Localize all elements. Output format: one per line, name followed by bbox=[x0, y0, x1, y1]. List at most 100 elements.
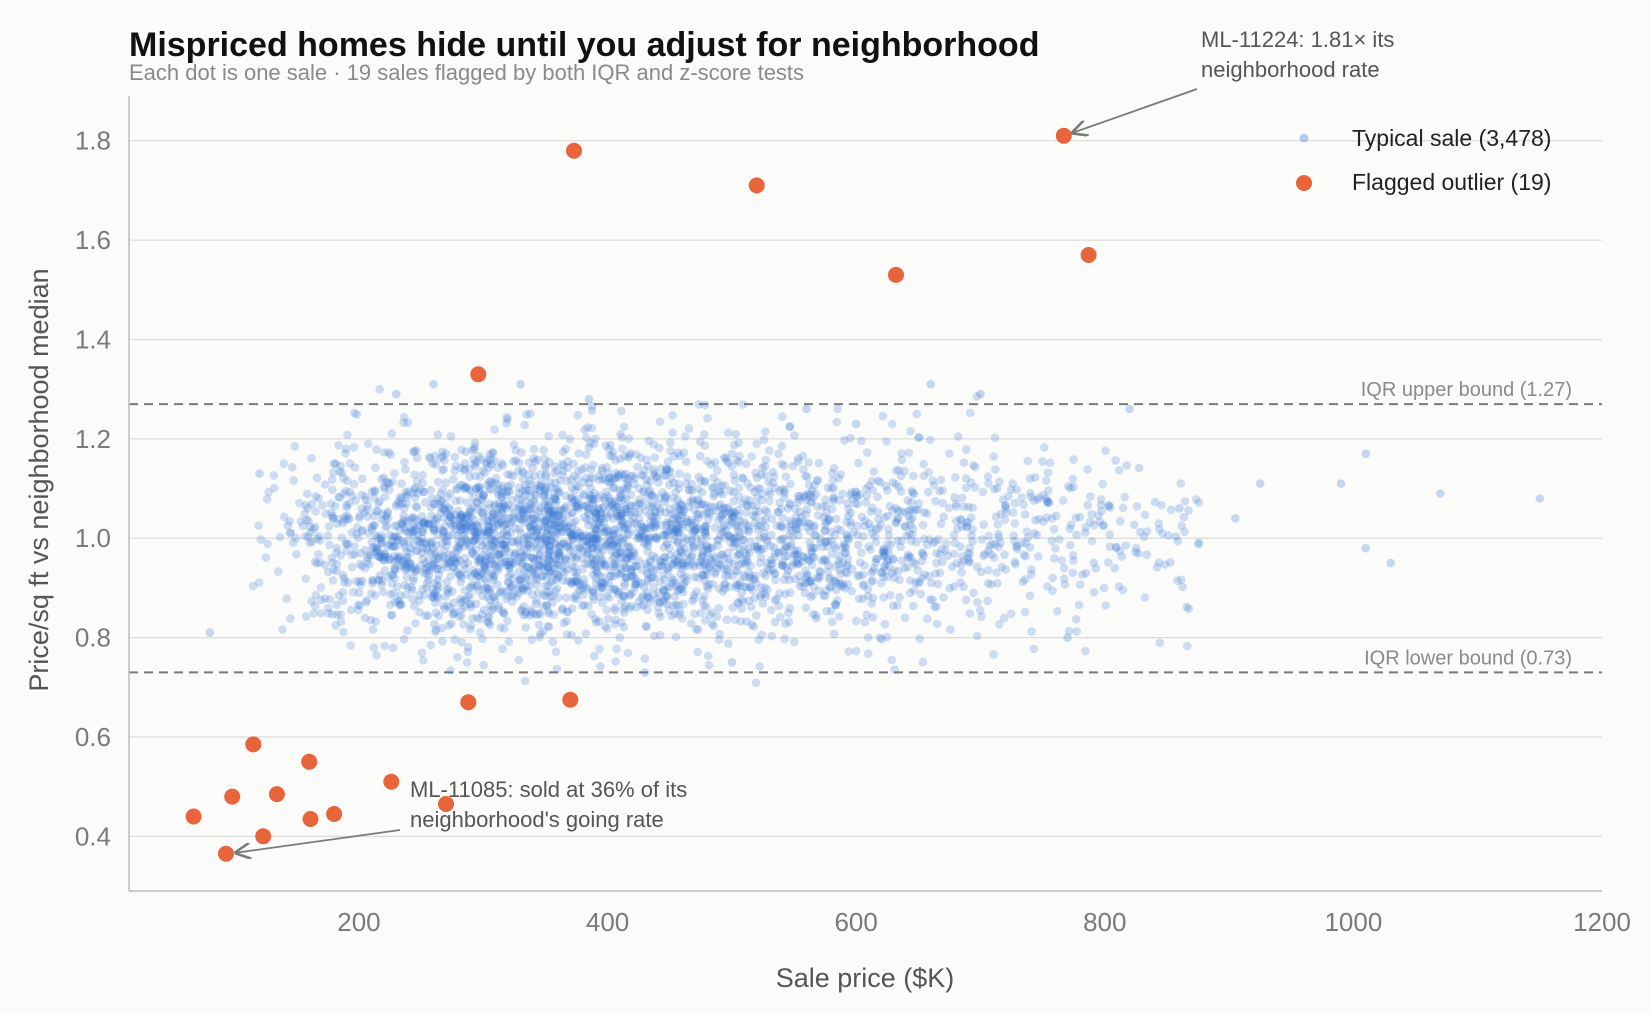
typical-sale-point bbox=[1038, 457, 1047, 466]
typical-sale-point bbox=[562, 616, 571, 626]
typical-sale-point bbox=[307, 499, 317, 509]
typical-sale-point bbox=[667, 611, 677, 621]
typical-sale-point bbox=[585, 516, 595, 526]
typical-sale-point bbox=[493, 580, 502, 589]
typical-sale-point bbox=[320, 594, 330, 603]
typical-sale-point bbox=[761, 592, 771, 601]
typical-sale-point bbox=[609, 530, 618, 539]
typical-sale-point bbox=[617, 511, 626, 520]
typical-sale-point bbox=[716, 500, 725, 509]
typical-sale-point bbox=[804, 458, 813, 467]
typical-sale-point bbox=[643, 546, 652, 556]
typical-sale-point bbox=[433, 530, 443, 539]
typical-sale-point bbox=[682, 517, 692, 527]
typical-sale-point bbox=[648, 551, 658, 560]
typical-sale-point bbox=[383, 509, 392, 518]
typical-sale-point bbox=[746, 537, 755, 547]
typical-sale-point bbox=[757, 630, 767, 640]
typical-sale-point bbox=[435, 552, 444, 562]
typical-sale-point bbox=[431, 558, 441, 567]
typical-sale-point bbox=[603, 539, 613, 549]
typical-sale-point bbox=[567, 561, 577, 571]
typical-sale-point bbox=[554, 593, 563, 602]
typical-sale-point bbox=[934, 535, 943, 544]
typical-sale-point bbox=[677, 614, 687, 623]
typical-sale-point bbox=[857, 548, 866, 558]
typical-sale-point bbox=[733, 520, 742, 529]
typical-sale-point bbox=[418, 656, 428, 665]
typical-sale-point bbox=[806, 498, 816, 507]
typical-sale-point bbox=[522, 410, 531, 419]
typical-sale-point bbox=[397, 560, 407, 570]
typical-sale-point bbox=[609, 526, 618, 535]
typical-sale-point bbox=[1110, 563, 1120, 573]
typical-sale-point bbox=[524, 562, 533, 572]
typical-sale-point bbox=[662, 465, 672, 474]
typical-sale-point bbox=[965, 543, 975, 553]
typical-sale-point bbox=[414, 596, 424, 605]
typical-sale-point bbox=[1066, 520, 1076, 530]
typical-sale-point bbox=[481, 553, 491, 562]
typical-sale-point bbox=[737, 595, 746, 604]
typical-sale-point bbox=[420, 516, 430, 526]
typical-sale-point bbox=[671, 600, 681, 610]
typical-sale-point bbox=[435, 524, 445, 534]
typical-sale-point bbox=[591, 618, 601, 627]
typical-sale-point bbox=[551, 555, 560, 564]
typical-sale-point bbox=[443, 601, 453, 611]
typical-sale-point bbox=[587, 554, 597, 563]
typical-sale-point bbox=[577, 531, 586, 541]
typical-sale-point bbox=[867, 599, 876, 608]
typical-sale-point bbox=[894, 567, 903, 576]
typical-sale-point bbox=[872, 554, 882, 564]
typical-sale-point bbox=[961, 595, 971, 605]
typical-sale-point bbox=[696, 500, 706, 509]
typical-sale-point bbox=[620, 452, 629, 461]
typical-sale-point bbox=[452, 558, 462, 568]
typical-sale-point bbox=[668, 493, 678, 503]
typical-sale-point bbox=[900, 521, 910, 531]
typical-sale-point bbox=[482, 577, 492, 587]
typical-sale-point bbox=[622, 478, 632, 487]
typical-sale-point bbox=[1101, 446, 1110, 456]
typical-sale-point bbox=[1001, 565, 1010, 574]
typical-sale-point bbox=[503, 616, 512, 626]
typical-sale-point bbox=[618, 444, 627, 454]
typical-sale-point bbox=[888, 555, 898, 564]
typical-sale-point bbox=[634, 577, 643, 587]
typical-sale-point bbox=[312, 473, 322, 483]
typical-sale-point bbox=[436, 565, 446, 574]
typical-sale-point bbox=[456, 538, 466, 547]
typical-sale-point bbox=[803, 472, 812, 482]
typical-sale-point bbox=[649, 465, 659, 474]
typical-sale-point bbox=[422, 539, 431, 548]
typical-sale-point bbox=[903, 496, 912, 505]
typical-sale-point bbox=[566, 475, 576, 485]
typical-sale-point bbox=[655, 598, 664, 607]
typical-sale-point bbox=[387, 429, 397, 439]
typical-sale-point bbox=[579, 512, 589, 522]
typical-sale-point bbox=[455, 496, 465, 505]
typical-sale-point bbox=[591, 507, 600, 517]
typical-sale-point bbox=[427, 493, 437, 503]
typical-sale-point bbox=[1175, 504, 1184, 513]
typical-sale-point bbox=[494, 604, 503, 613]
typical-sale-point bbox=[673, 523, 683, 532]
typical-sale-point bbox=[485, 560, 495, 569]
typical-sale-point bbox=[345, 514, 354, 523]
typical-sale-point bbox=[977, 612, 986, 621]
typical-sale-point bbox=[508, 512, 518, 522]
typical-sale-point bbox=[482, 480, 492, 490]
typical-sale-point bbox=[799, 552, 808, 561]
typical-sale-point bbox=[833, 596, 842, 605]
typical-sale-point bbox=[763, 558, 772, 568]
typical-sale-point bbox=[893, 601, 902, 610]
typical-sale-point bbox=[826, 583, 835, 592]
typical-sale-point bbox=[472, 483, 481, 493]
typical-sale-point bbox=[540, 581, 550, 591]
typical-sale-point bbox=[439, 527, 448, 536]
typical-sale-point bbox=[648, 566, 657, 575]
typical-sale-point bbox=[840, 549, 850, 558]
typical-sale-point bbox=[422, 578, 432, 588]
typical-sale-point bbox=[726, 538, 735, 547]
